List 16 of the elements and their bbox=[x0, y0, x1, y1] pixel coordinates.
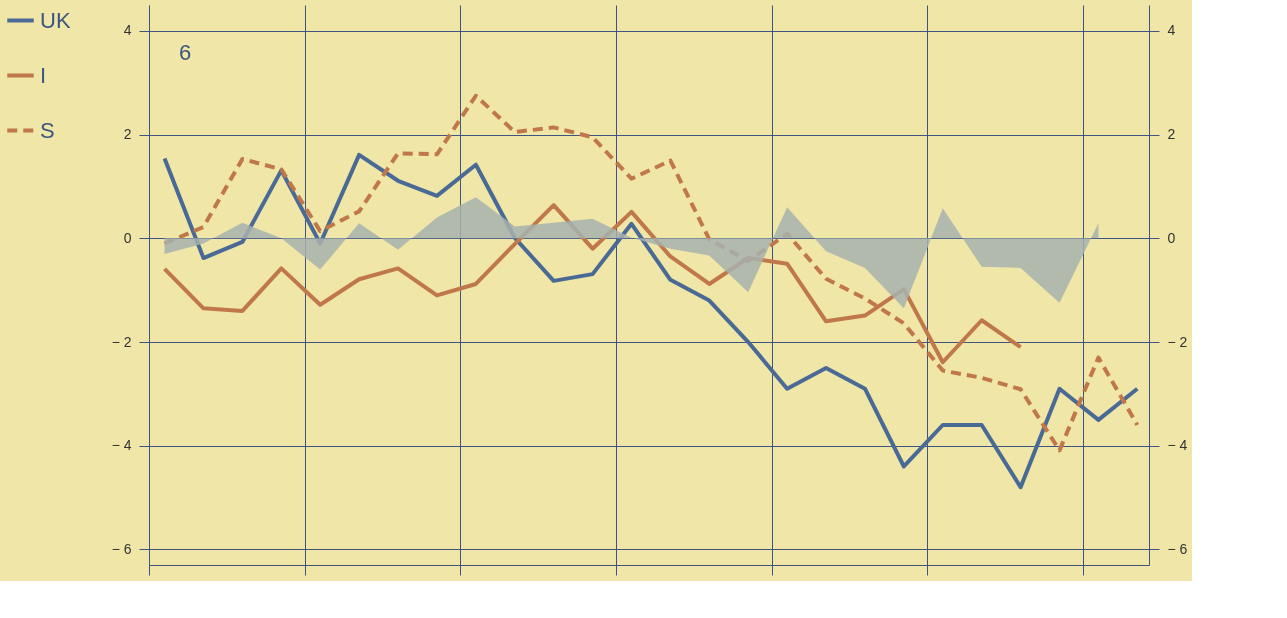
y-tick-label: 4 bbox=[123, 22, 132, 39]
y2-tick-label: 2 bbox=[1167, 126, 1176, 143]
legend-label: S bbox=[40, 117, 55, 143]
annotation: 6 bbox=[179, 40, 192, 65]
y-tick-label: 0 bbox=[123, 229, 132, 246]
y-tick-label: − 2 bbox=[111, 333, 132, 350]
y2-tick-label: − 4 bbox=[1167, 437, 1188, 454]
y-tick-label: − 6 bbox=[111, 540, 132, 557]
legend-label: UK bbox=[40, 7, 71, 33]
y2-tick-label: − 2 bbox=[1167, 333, 1188, 350]
y2-tick-label: 0 bbox=[1167, 229, 1176, 246]
y-tick-label: 2 bbox=[123, 126, 132, 143]
y2-tick-label: 4 bbox=[1167, 22, 1176, 39]
y2-tick-label: − 6 bbox=[1167, 540, 1188, 557]
y-tick-label: − 4 bbox=[111, 437, 132, 454]
legend-label: I bbox=[40, 62, 47, 88]
